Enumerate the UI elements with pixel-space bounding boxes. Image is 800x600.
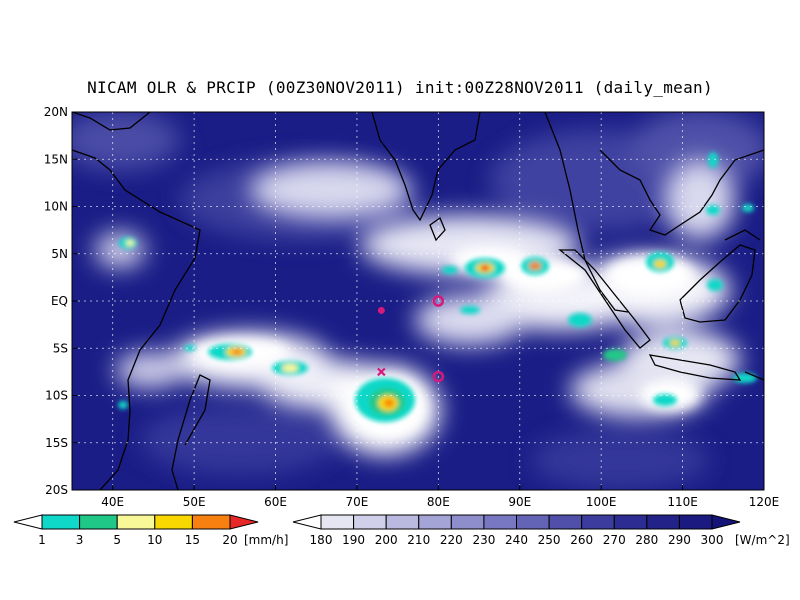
myanmar-malay-coast bbox=[544, 112, 629, 313]
storm-marker-dot bbox=[377, 306, 385, 314]
y-tick-label: 15N bbox=[44, 152, 68, 166]
olr-midtone-layer bbox=[72, 112, 764, 490]
colorbar-box bbox=[41, 514, 81, 530]
colorbar-label: 5 bbox=[113, 533, 121, 547]
colorbar-box bbox=[385, 514, 420, 530]
grid-lines bbox=[72, 112, 764, 490]
map-field bbox=[72, 112, 764, 490]
colorbar-label: 10 bbox=[147, 533, 162, 547]
java-coast bbox=[648, 354, 742, 381]
colorbar-label: 290 bbox=[668, 533, 691, 547]
y-tick-label: 10N bbox=[44, 200, 68, 214]
x-tick-label: 70E bbox=[346, 495, 369, 509]
colorbar-label: 1 bbox=[38, 533, 46, 547]
x-tick-label: 120E bbox=[749, 495, 780, 509]
colorbar-label: 180 bbox=[310, 533, 333, 547]
storm-markers bbox=[377, 295, 445, 383]
indochina-coast bbox=[599, 149, 764, 236]
colorbar-box bbox=[79, 514, 118, 530]
madagascar-coast bbox=[171, 374, 211, 490]
storm-marker-ring bbox=[432, 295, 445, 307]
x-tick-label: 90E bbox=[508, 495, 531, 509]
colorbar-box bbox=[418, 514, 452, 530]
colorbar-box bbox=[516, 514, 550, 530]
colorbar-label: 230 bbox=[472, 533, 495, 547]
india-coast bbox=[371, 112, 481, 222]
colorbar-label: 220 bbox=[440, 533, 463, 547]
colorbar-box bbox=[154, 514, 193, 530]
y-axis: 20N 15N 10N 5N EQ 5S 10S 15S 20S bbox=[44, 105, 77, 497]
sulu-coast bbox=[724, 229, 761, 241]
colorbar-box bbox=[191, 514, 231, 530]
x-tick-label: 100E bbox=[586, 495, 617, 509]
colorbar-label: 280 bbox=[635, 533, 658, 547]
colorbar-box bbox=[613, 514, 648, 530]
colorbar-box bbox=[646, 514, 680, 530]
x-tick-label: 60E bbox=[264, 495, 287, 509]
x-tick-label: 110E bbox=[667, 495, 698, 509]
colorbar-label: 3 bbox=[76, 533, 84, 547]
colorbar-label: 20 bbox=[222, 533, 237, 547]
olr-colorbar: 180 190 200 210 220 230 240 250 260 270 280 290 300 [… bbox=[292, 514, 790, 547]
borneo-coast bbox=[679, 244, 756, 323]
colorbar-left-arrow bbox=[292, 514, 322, 530]
colorbar-box bbox=[353, 514, 387, 530]
srilanka-coast bbox=[429, 217, 446, 242]
colorbar-box bbox=[450, 514, 485, 530]
colorbar-label: 260 bbox=[570, 533, 593, 547]
colorbar-box bbox=[548, 514, 583, 530]
colorbar-box bbox=[581, 514, 615, 530]
sumatra-coast bbox=[558, 249, 651, 349]
precip-colorbar: 1 3 5 10 15 20 [mm/h] bbox=[13, 514, 288, 547]
arabia-coast bbox=[72, 112, 151, 131]
colorbar-box bbox=[483, 514, 517, 530]
colorbar-box bbox=[116, 514, 156, 530]
colorbar-left-arrow bbox=[13, 514, 43, 530]
colorbar-box bbox=[320, 514, 355, 530]
colorbar-right-arrow bbox=[229, 514, 259, 530]
colorbar-label: 210 bbox=[407, 533, 430, 547]
y-tick-label: 10S bbox=[45, 389, 68, 403]
y-tick-label: EQ bbox=[51, 294, 68, 308]
colorbar-right-arrow bbox=[711, 514, 741, 530]
colorbar-label: 250 bbox=[538, 533, 561, 547]
africa-coast bbox=[72, 149, 201, 490]
colorbar-unit: [W/m^2] bbox=[735, 533, 790, 547]
x-tick-label: 80E bbox=[427, 495, 450, 509]
x-tick-label: 40E bbox=[101, 495, 124, 509]
storm-marker-cross bbox=[377, 367, 386, 377]
map-title: NICAM OLR & PRCIP (00Z30NOV2011) init:00… bbox=[87, 78, 713, 97]
x-tick-label: 50E bbox=[183, 495, 206, 509]
colorbar-label: 240 bbox=[505, 533, 528, 547]
colorbar-box bbox=[678, 514, 713, 530]
colorbar-label: 15 bbox=[185, 533, 200, 547]
x-axis: 40E 50E 60E 70E 80E 90E 100E 110E 120E bbox=[101, 485, 779, 509]
y-tick-label: 20N bbox=[44, 105, 68, 119]
colorbar-label: 190 bbox=[342, 533, 365, 547]
y-tick-label: 5N bbox=[51, 247, 68, 261]
coastlines bbox=[72, 112, 764, 490]
colorbar-label: 200 bbox=[375, 533, 398, 547]
y-tick-label: 15S bbox=[45, 436, 68, 450]
y-tick-label: 20S bbox=[45, 483, 68, 497]
colorbar-unit: [mm/h] bbox=[244, 533, 288, 547]
bali-coast bbox=[744, 371, 764, 381]
storm-marker-ring bbox=[432, 370, 445, 383]
y-tick-label: 5S bbox=[53, 341, 68, 355]
colorbar-label: 270 bbox=[603, 533, 626, 547]
colorbar-label: 300 bbox=[701, 533, 724, 547]
